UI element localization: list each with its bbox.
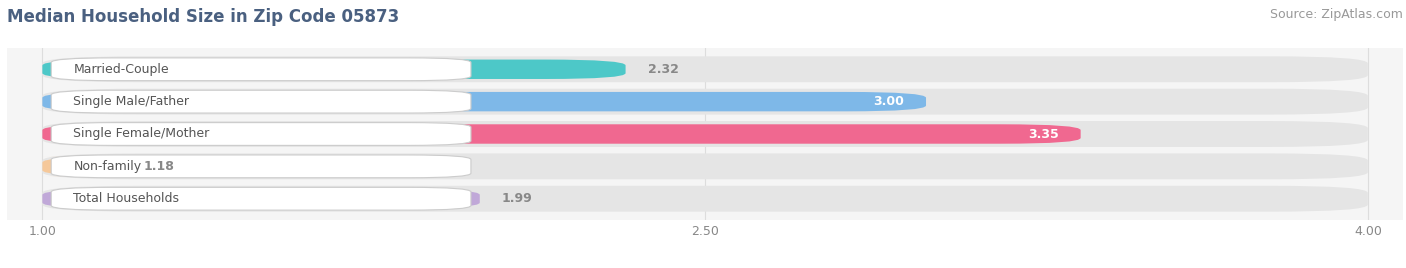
Text: Source: ZipAtlas.com: Source: ZipAtlas.com bbox=[1270, 8, 1403, 21]
Text: 3.00: 3.00 bbox=[873, 95, 904, 108]
Text: Median Household Size in Zip Code 05873: Median Household Size in Zip Code 05873 bbox=[7, 8, 399, 26]
FancyBboxPatch shape bbox=[51, 155, 471, 178]
FancyBboxPatch shape bbox=[42, 153, 1368, 179]
FancyBboxPatch shape bbox=[51, 122, 471, 146]
FancyBboxPatch shape bbox=[42, 157, 122, 176]
Text: 2.32: 2.32 bbox=[648, 63, 679, 76]
FancyBboxPatch shape bbox=[42, 124, 1081, 144]
FancyBboxPatch shape bbox=[51, 187, 471, 210]
FancyBboxPatch shape bbox=[42, 59, 626, 79]
FancyBboxPatch shape bbox=[51, 58, 471, 81]
Text: Total Households: Total Households bbox=[73, 192, 180, 205]
FancyBboxPatch shape bbox=[42, 121, 1368, 147]
Text: Non-family: Non-family bbox=[73, 160, 142, 173]
Text: Single Female/Mother: Single Female/Mother bbox=[73, 128, 209, 140]
FancyBboxPatch shape bbox=[42, 186, 1368, 212]
Text: Married-Couple: Married-Couple bbox=[73, 63, 169, 76]
FancyBboxPatch shape bbox=[42, 189, 479, 209]
Text: 1.99: 1.99 bbox=[502, 192, 533, 205]
FancyBboxPatch shape bbox=[42, 56, 1368, 82]
Text: 3.35: 3.35 bbox=[1028, 128, 1059, 140]
FancyBboxPatch shape bbox=[42, 92, 927, 111]
FancyBboxPatch shape bbox=[51, 90, 471, 113]
Text: 1.18: 1.18 bbox=[143, 160, 174, 173]
Text: Single Male/Father: Single Male/Father bbox=[73, 95, 190, 108]
FancyBboxPatch shape bbox=[42, 89, 1368, 115]
